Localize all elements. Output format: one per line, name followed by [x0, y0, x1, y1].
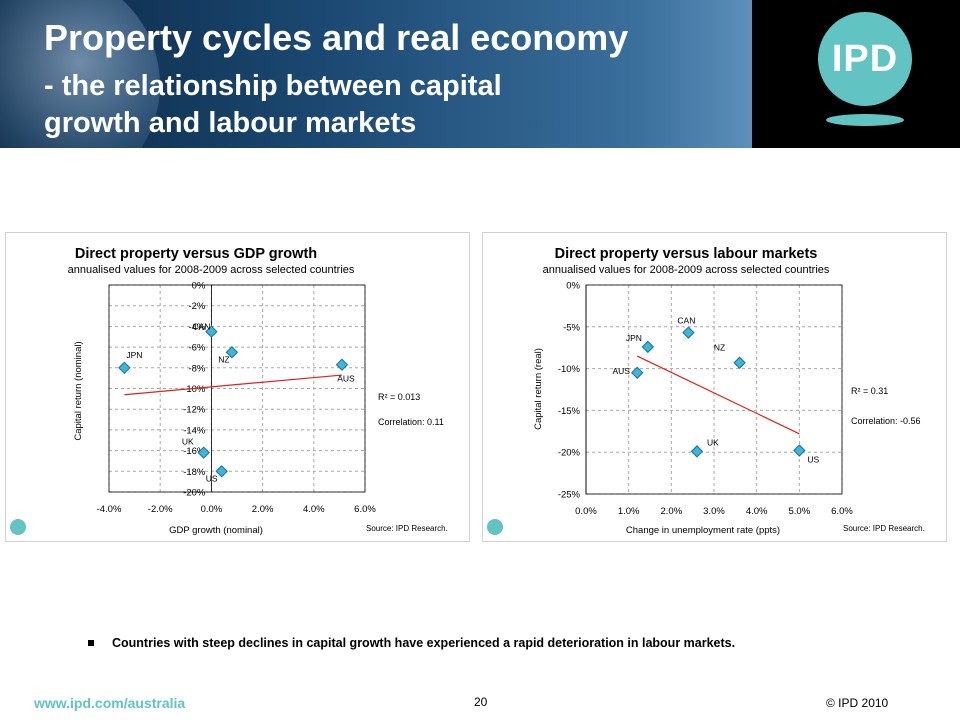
y-tick-label: 0%	[566, 281, 580, 292]
data-point-us	[215, 465, 228, 478]
x-tick-label: 0.0%	[201, 504, 223, 515]
data-point-nz	[733, 356, 746, 369]
page-number: 20	[474, 695, 488, 709]
data-label-us: US	[807, 455, 819, 465]
data-label-jpn: JPN	[626, 333, 642, 343]
data-label-can: CAN	[677, 316, 695, 326]
y-tick-label: -20%	[558, 448, 581, 459]
x-tick-label: 2.0%	[252, 504, 274, 515]
y-tick-label: -12%	[183, 405, 206, 416]
bullet-text: Countries with steep declines in capital…	[112, 636, 736, 650]
chart-labour-svg: Direct property versus labour markets ann…	[487, 246, 925, 536]
x-tick-label: 6.0%	[354, 504, 376, 515]
chart-source: Source: IPD Research.	[843, 524, 925, 533]
y-tick-label: -10%	[558, 364, 581, 375]
y-tick-label: -10%	[183, 384, 206, 395]
slide-title: Property cycles and real economy	[44, 17, 629, 58]
header-banner	[0, 0, 752, 148]
trendline	[636, 355, 800, 435]
bullet-square-icon	[88, 640, 94, 646]
ipd-logo: IPD	[818, 12, 912, 106]
x-tick-label: -4.0%	[97, 504, 122, 515]
chart-gdp-svg: Direct property versus GDP growth annuali…	[10, 246, 448, 536]
copyright-text: © IPD 2010	[826, 696, 889, 710]
data-label-us: US	[206, 473, 218, 483]
r-squared-annotation: R² = 0.013	[378, 392, 420, 402]
chart-subtitle: annualised values for 2008-2009 across s…	[68, 264, 355, 276]
y-tick-label: 0%	[192, 281, 206, 292]
data-point-aus	[630, 366, 644, 379]
bullet-point: Countries with steep declines in capital…	[88, 636, 948, 650]
data-point-uk	[690, 445, 704, 458]
data-point-can	[682, 326, 695, 339]
x-tick-label: 3.0%	[703, 506, 725, 517]
x-tick-label: 2.0%	[661, 506, 683, 517]
y-tick-label: -14%	[183, 425, 206, 436]
data-point-us	[793, 444, 806, 457]
y-tick-label: -18%	[183, 467, 206, 478]
x-axis-title: Change in unemployment rate (ppts)	[626, 525, 780, 536]
data-label-aus: AUS	[337, 374, 355, 384]
chart-title: Direct property versus labour markets	[555, 246, 818, 262]
trendline	[124, 374, 343, 396]
logo-underline-ellipse	[826, 114, 904, 126]
chart-source: Source: IPD Research.	[366, 524, 448, 533]
chart-panel-labour: Direct property versus labour markets ann…	[482, 232, 947, 542]
x-tick-label: 5.0%	[789, 506, 811, 517]
data-label-uk: UK	[182, 437, 194, 447]
mini-ipd-logo-icon	[10, 519, 26, 535]
x-tick-label: 6.0%	[831, 506, 853, 517]
plot-area-border	[108, 284, 366, 493]
data-point-aus	[335, 358, 349, 371]
chart-subtitle: annualised values for 2008-2009 across s…	[543, 264, 830, 276]
logo-text: IPD	[831, 37, 899, 80]
data-point-can	[205, 325, 218, 338]
x-tick-label: -2.0%	[148, 504, 173, 515]
slide-subtitle: - the relationship between capital growt…	[44, 70, 502, 139]
data-label-jpn: JPN	[126, 350, 142, 360]
x-tick-label: 4.0%	[303, 504, 325, 515]
x-tick-label: 1.0%	[618, 506, 640, 517]
data-label-aus: AUS	[612, 366, 630, 376]
data-point-jpn	[118, 361, 131, 375]
data-point-nz	[225, 346, 239, 359]
y-tick-label: -4%	[188, 322, 205, 333]
y-tick-label: -5%	[563, 322, 580, 333]
chart-title: Direct property versus GDP growth	[75, 246, 317, 262]
x-tick-label: 4.0%	[746, 506, 768, 517]
slide-header: IPD Property cycles and real economy - t…	[0, 0, 960, 148]
x-tick-label: 0.0%	[575, 506, 597, 517]
y-tick-label: -2%	[188, 301, 205, 312]
chart-panel-gdp: Direct property versus GDP growth annuali…	[5, 232, 470, 542]
y-tick-label: -8%	[188, 363, 205, 374]
correlation-annotation: Correlation: 0.11	[378, 417, 444, 427]
y-tick-label: -20%	[183, 488, 206, 499]
y-axis-title: Capital return (nominal)	[73, 341, 84, 440]
r-squared-annotation: R² = 0.31	[851, 386, 888, 396]
data-label-nz: NZ	[714, 343, 725, 353]
footer-url-link[interactable]: www.ipd.com/australia	[34, 695, 186, 711]
x-axis-title: GDP growth (nominal)	[169, 525, 263, 536]
data-point-jpn	[641, 340, 655, 354]
y-tick-label: -6%	[188, 343, 205, 354]
data-point-uk	[197, 446, 210, 459]
mini-ipd-logo-icon	[487, 519, 503, 535]
data-label-can: CAN	[192, 322, 210, 332]
data-label-nz: NZ	[218, 354, 229, 364]
y-tick-label: -25%	[558, 490, 581, 501]
y-tick-label: -16%	[183, 446, 206, 457]
correlation-annotation: Correlation: -0.56	[851, 416, 921, 426]
globe-graphic	[0, 0, 160, 148]
y-tick-label: -15%	[558, 406, 581, 417]
y-axis-title: Capital return (real)	[533, 348, 544, 430]
data-label-uk: UK	[707, 437, 719, 447]
